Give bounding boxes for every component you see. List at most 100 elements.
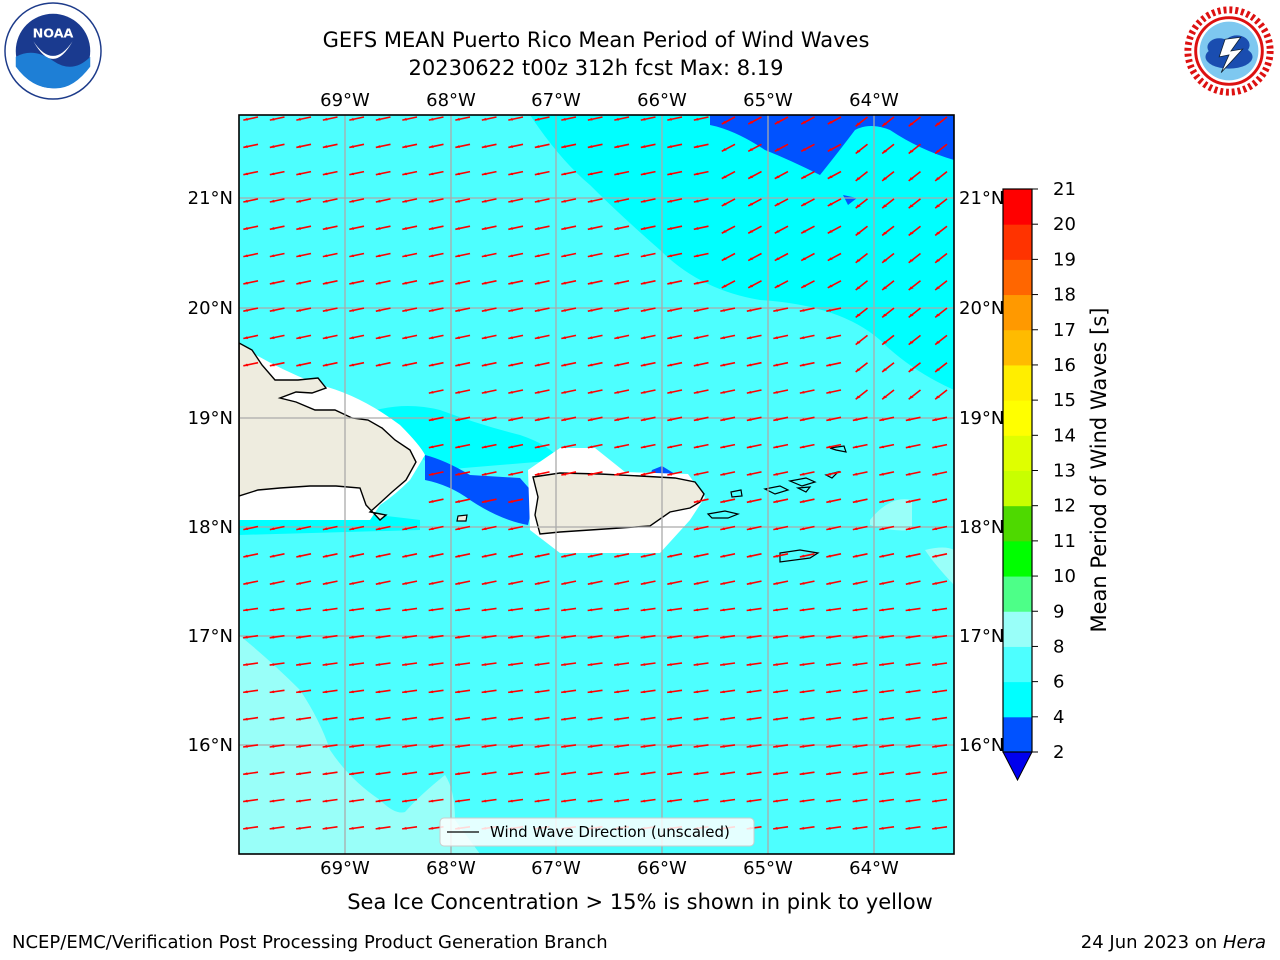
colorbar-segment [1003, 470, 1032, 507]
culebra [730, 489, 743, 498]
direction-arrow-head [748, 120, 754, 125]
direction-arrow-head [908, 177, 914, 181]
direction-arrow-head [322, 336, 328, 339]
direction-arrow-head [508, 117, 514, 121]
direction-arrow-head [508, 418, 514, 421]
direction-arrow-head [935, 122, 941, 127]
direction-arrow-head [879, 581, 885, 585]
direction-arrow-head [693, 690, 699, 694]
footer-date: 24 Jun 2023 on Hera [1081, 932, 1266, 953]
direction-arrow-head [322, 254, 328, 258]
direction-arrow-head [693, 772, 699, 776]
direction-arrow-head [614, 608, 619, 612]
direction-arrow-head [508, 172, 514, 176]
direction-arrow-head [826, 635, 831, 639]
direction-arrow-head [908, 122, 914, 127]
direction-arrow-head [561, 145, 567, 148]
direction-arrow-head [455, 227, 461, 230]
direction-arrow-head [428, 581, 434, 585]
direction-arrow-head [269, 717, 275, 721]
direction-arrow-head [269, 145, 275, 148]
colorbar: 2 4 6 8 9 10 11 12 13 14 15 16 17 18 19 20 21 [1002, 179, 1076, 782]
direction-arrow-head [667, 663, 672, 666]
direction-arrow-head [614, 799, 619, 803]
lat-label: 17°N [188, 626, 233, 647]
direction-arrow-head [508, 500, 514, 503]
direction-arrow-head [455, 745, 460, 748]
direction-arrow-head [375, 554, 381, 558]
direction-arrow-head [455, 554, 461, 558]
direction-arrow-head [322, 581, 328, 585]
colorbar-segment [1003, 329, 1032, 366]
colorbar-segment [1003, 505, 1032, 542]
direction-arrow-head [322, 554, 328, 558]
direction-arrow-head [455, 527, 461, 531]
direction-arrow-head [455, 308, 461, 312]
title-line-2: 20230622 t00z 312h fcst Max: 8.19 [408, 56, 784, 80]
direction-arrow-head [932, 745, 937, 748]
direction-arrow-head [721, 230, 727, 234]
direction-arrow-head [587, 145, 593, 148]
direction-arrow-head [587, 581, 593, 585]
direction-arrow-head [402, 554, 408, 558]
direction-arrow-head [693, 227, 699, 230]
direction-arrow-head [667, 635, 672, 639]
direction-arrow-head [534, 227, 540, 230]
direction-arrow-head [587, 772, 593, 776]
direction-arrow-head [614, 117, 620, 121]
direction-arrow-head [693, 472, 699, 476]
direction-arrow-head [905, 826, 911, 830]
direction-arrow-head [455, 472, 461, 476]
direction-arrow-head [799, 336, 805, 339]
direction-arrow-head [534, 772, 540, 776]
legend-label: Wind Wave Direction (unscaled) [490, 823, 730, 841]
direction-arrow-head [322, 772, 328, 776]
direction-arrow-head [720, 717, 725, 721]
direction-arrow-head [614, 690, 619, 694]
direction-arrow-head [746, 418, 752, 421]
direction-arrow-head [693, 500, 699, 503]
direction-arrow-head [667, 308, 673, 312]
direction-arrow-head [322, 308, 328, 312]
direction-arrow-head [587, 472, 593, 476]
direction-arrow-head [243, 117, 249, 121]
direction-arrow-head [349, 227, 355, 230]
lat-label: 16°N [188, 735, 233, 756]
direction-arrow-head [349, 363, 355, 367]
direction-arrow-head [614, 336, 620, 339]
direction-arrow-head [908, 395, 914, 400]
direction-arrow-head [455, 199, 461, 203]
direction-arrow-head [296, 745, 301, 748]
direction-arrow-head [587, 690, 593, 694]
direction-arrow-head [720, 690, 725, 694]
direction-arrow-head [720, 663, 725, 666]
colorbar-tick-label: 21 [1053, 179, 1076, 200]
direction-arrow-head [908, 368, 914, 372]
direction-arrow-head [481, 772, 487, 776]
colorbar-tick-label: 12 [1053, 496, 1076, 517]
direction-arrow-head [402, 227, 408, 230]
direction-arrow-head [587, 172, 593, 176]
colorbar-tick-label: 13 [1053, 461, 1076, 482]
direction-arrow-head [746, 472, 752, 476]
st-john [787, 477, 817, 487]
direction-arrow-head [269, 772, 275, 776]
direction-arrow-head [720, 608, 725, 612]
direction-arrow-head [826, 363, 832, 367]
virgin-islands-small [795, 486, 812, 493]
direction-arrow-head [508, 772, 513, 776]
direction-arrow-head [905, 745, 911, 748]
period-2-4-mona [425, 455, 535, 525]
direction-arrow-head [667, 445, 673, 449]
direction-arrow-head [296, 826, 301, 830]
direction-arrow-head [693, 199, 699, 203]
direction-arrow-head [879, 500, 885, 503]
direction-arrow-head [587, 199, 593, 203]
direction-arrow-head [428, 826, 434, 830]
colorbar-segment [1003, 540, 1032, 577]
direction-arrow-head [349, 117, 355, 121]
colorbar-tick-label: 9 [1053, 601, 1064, 622]
direction-arrow-head [826, 690, 831, 694]
direction-arrow-head [296, 581, 302, 585]
direction-arrow-head [614, 745, 619, 748]
